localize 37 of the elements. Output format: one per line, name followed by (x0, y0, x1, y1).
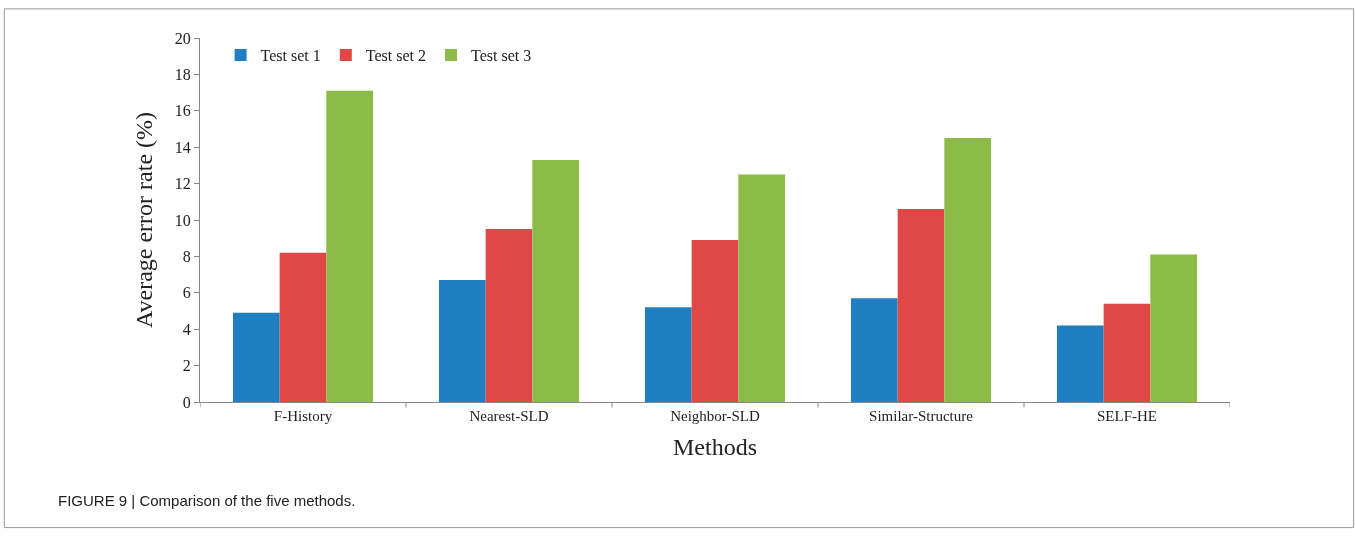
bar (438, 280, 486, 402)
bar (326, 90, 374, 402)
y-tick-label: 6 (182, 284, 191, 302)
y-tick-label: 10 (174, 211, 191, 229)
y-tick-label: 12 (174, 175, 191, 193)
legend-label: Test set 3 (471, 47, 532, 65)
bar (532, 159, 580, 402)
bar (897, 209, 945, 402)
caption: FIGURE 9 | Comparison of the five methods. (58, 492, 356, 509)
y-tick-label: 2 (182, 357, 191, 375)
y-tick-label: 16 (174, 102, 191, 120)
y-axis-title: Average error rate (%) (130, 111, 157, 329)
bar (738, 174, 786, 402)
bar (232, 312, 280, 402)
bar (1150, 254, 1198, 402)
bar (279, 252, 327, 402)
bar (644, 307, 692, 402)
y-tick-label: 8 (182, 248, 191, 265)
bar (691, 240, 739, 402)
x-tick-label: SELF-HE (1097, 408, 1157, 424)
y-tick-label: 0 (182, 393, 191, 411)
x-tick-label: Nearest-SLD (469, 408, 549, 424)
legend-label: Test set 1 (260, 47, 321, 65)
bar (850, 298, 898, 402)
bar (1103, 303, 1151, 402)
bar (944, 138, 992, 402)
bar (485, 229, 533, 402)
x-tick-label: F-History (273, 408, 333, 424)
legend-label: Test set 2 (365, 47, 427, 65)
x-tick-label: Neighbor-SLD (670, 408, 761, 424)
y-tick-label: 4 (182, 320, 191, 338)
x-axis-title: Methods (673, 434, 757, 461)
y-tick-label: 20 (174, 29, 191, 47)
bar (1056, 325, 1104, 402)
y-tick-label: 18 (174, 66, 191, 83)
x-tick-label: Similar-Structure (869, 408, 974, 424)
y-tick-label: 14 (174, 138, 191, 156)
